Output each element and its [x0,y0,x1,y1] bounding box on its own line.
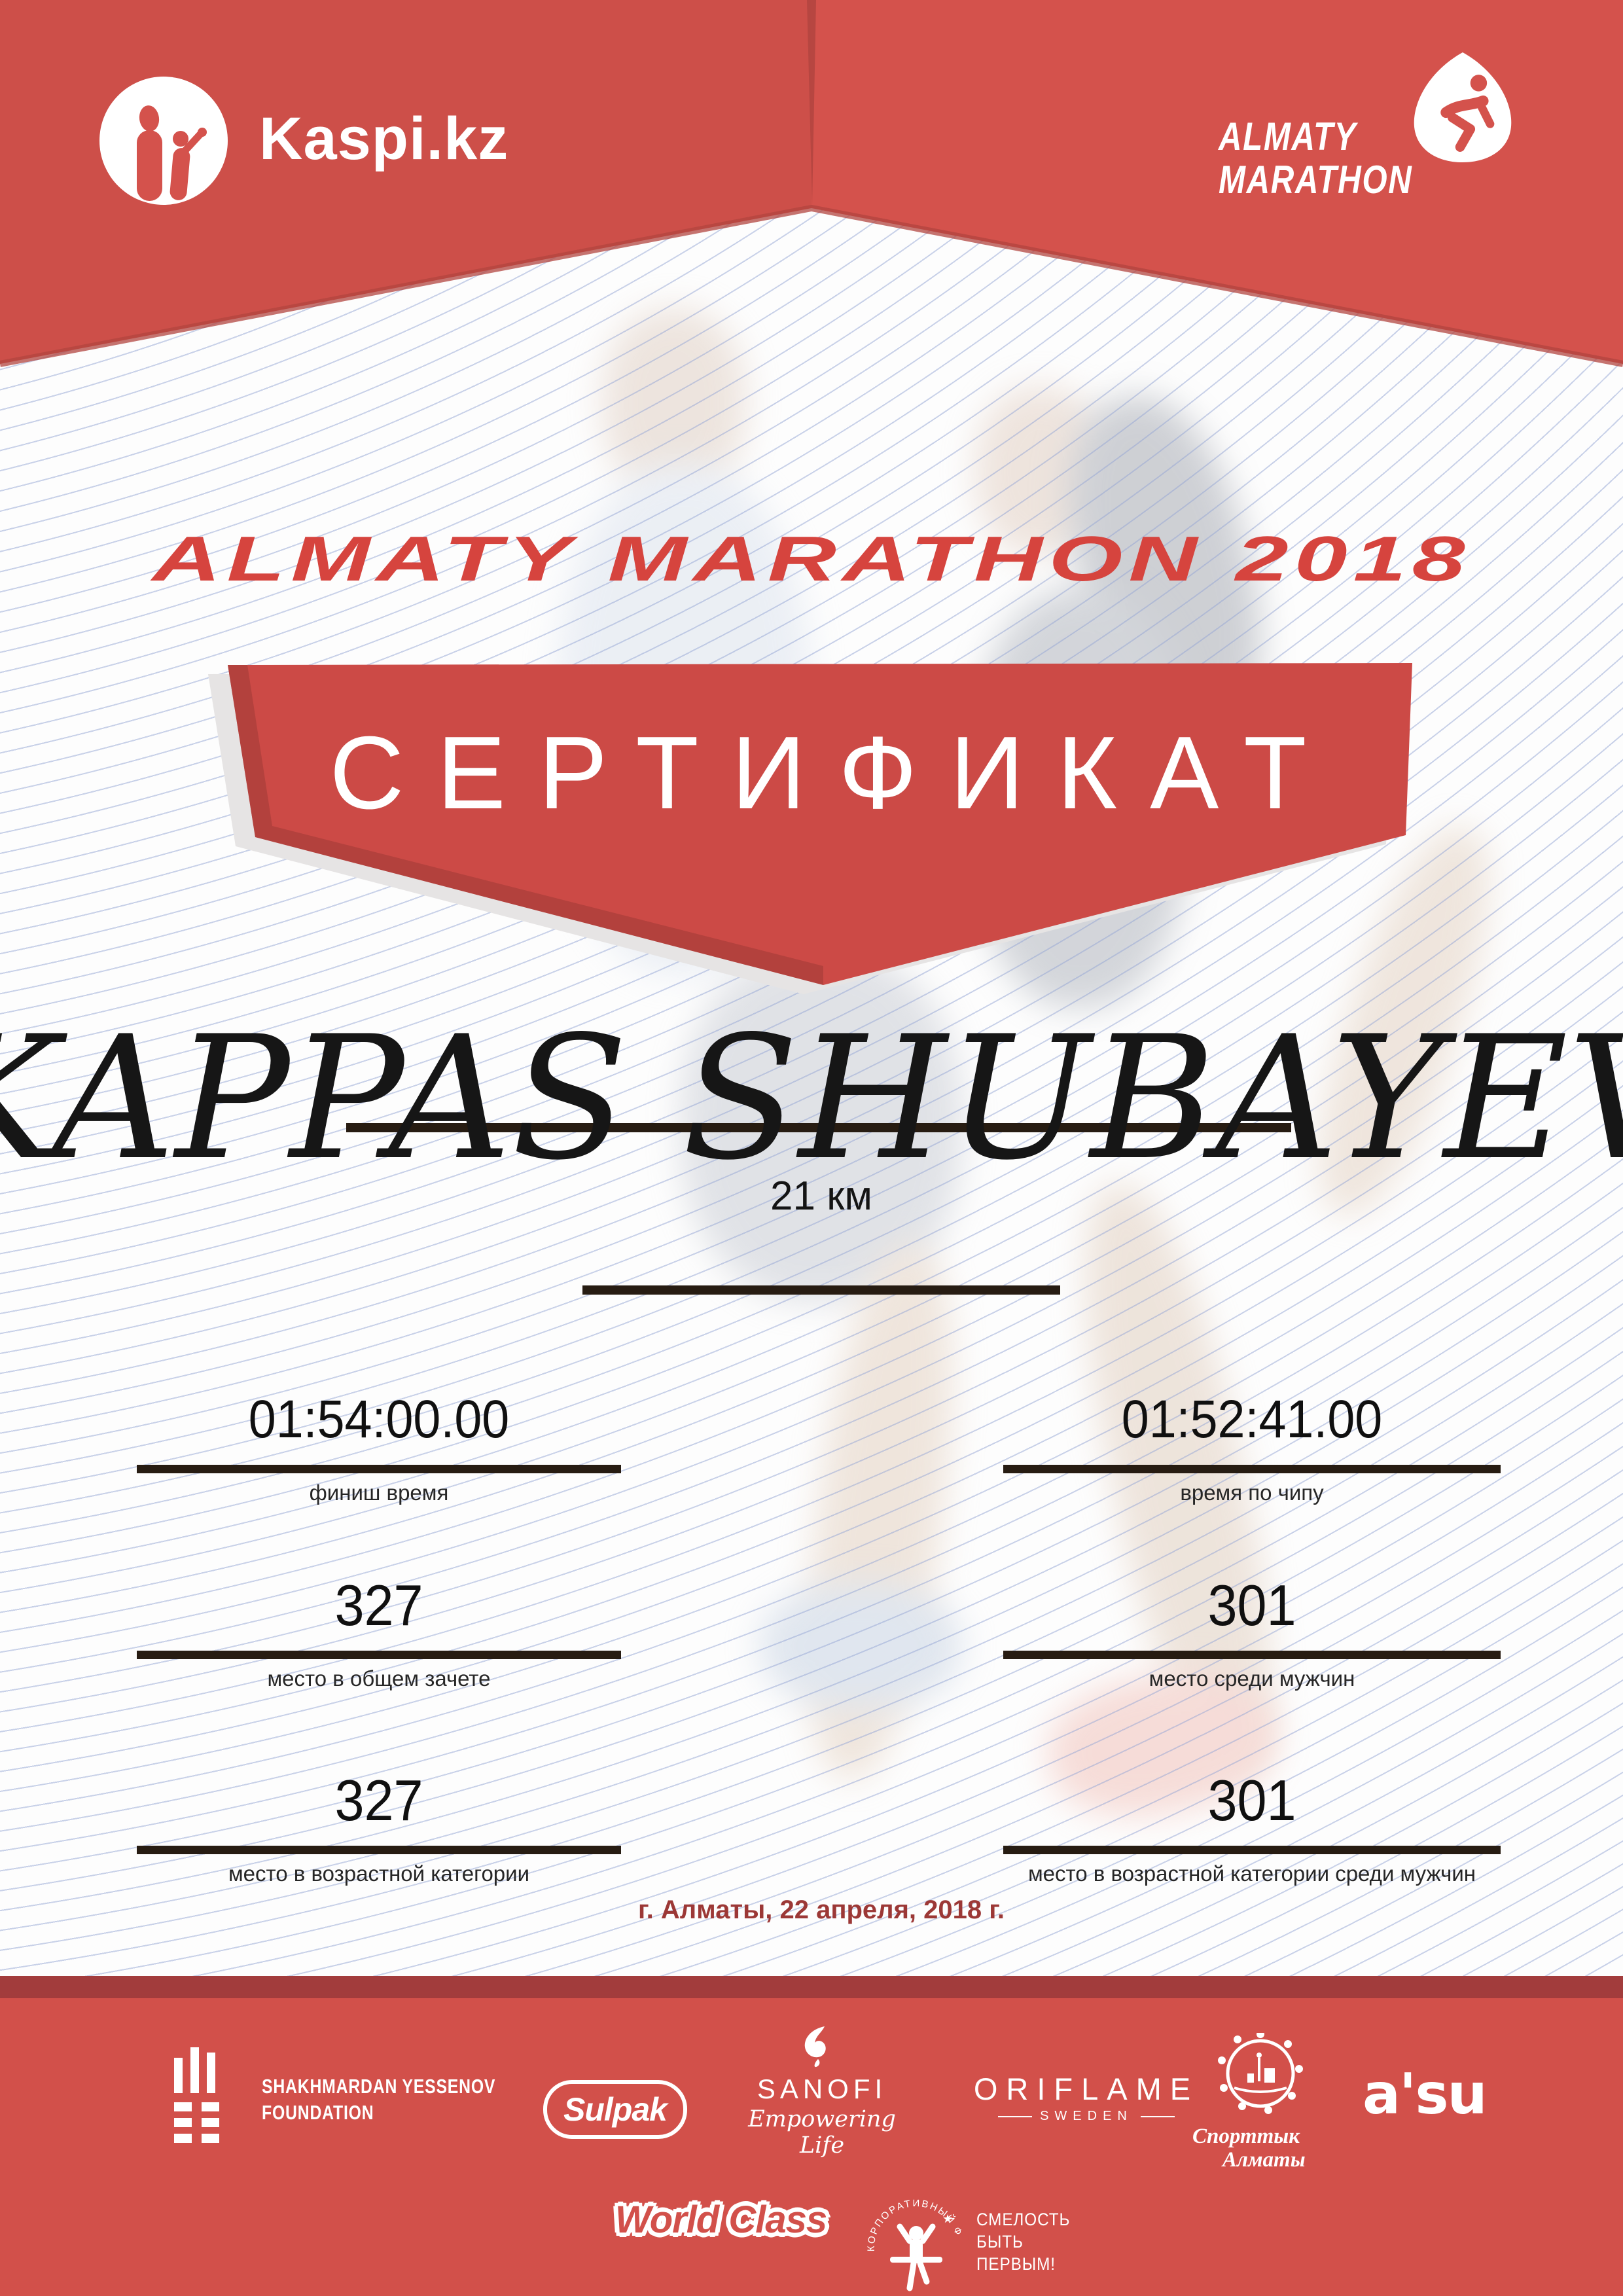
event-title: ALMATY MARATHON 2018 [152,523,1471,594]
yessenov-foundation-logo: SHAKHMARDAN YESSENOV FOUNDATION [262,2073,495,2126]
header-band [0,0,1623,367]
kaspi-wordmark: Kaspi.kz [259,105,509,172]
footer-dark-strip [0,1976,1623,1998]
oriflame-sweden: SWEDEN [1040,2109,1133,2123]
age-male-place-label: место в возрастной категории среди мужчи… [1027,1861,1476,1886]
runner-finish-icon: КОРПОРАТИВНЫЙ ФОНД ★ [864,2186,963,2291]
fund-slogan: СМЕЛОСТЬ БЫТЬ ПЕРВЫМ! [976,2208,1070,2275]
fund-star: ★ [942,2212,953,2225]
oriflame-line-right [1140,2115,1175,2117]
oriflame-name: ORIFLAME [973,2072,1200,2106]
finish-time-label: финиш время [309,1480,449,1505]
fund-slogan-line2: БЫТЬ [976,2232,1024,2251]
chip-time-label: время по чипу [1180,1480,1324,1505]
asu-logo: a'su [1363,2062,1488,2127]
worldclass-logo: World Class [615,2198,827,2241]
marathon-wordmark-line2: MARATHON [1219,158,1413,202]
fund-slogan-line1: СМЕЛОСТЬ [976,2210,1071,2229]
age-male-place-value: 301 [1207,1768,1296,1833]
male-place-underline [1003,1651,1501,1659]
chip-time-underline [1003,1465,1501,1473]
sanofi-bird-icon [804,2026,826,2068]
runner-egg-icon [1414,52,1512,163]
city-emblem-icon [1218,2033,1303,2114]
marathon-wordmark: ALMATY MARATHON [1219,115,1412,202]
age-place-label: место в возрастной категории [228,1861,530,1886]
age-male-place-underline [1003,1846,1501,1854]
recipient-name: KAPPAS SHUBAYEV [0,1000,1623,1198]
oriflame-subtitle: SWEDEN [969,2109,1204,2124]
age-place-underline [137,1846,621,1854]
overall-place-label: место в общем зачете [267,1666,491,1691]
marathon-wordmark-line1: ALMATY [1219,115,1357,158]
sanofi-name: SANOFI [757,2073,887,2104]
finish-time-value: 01:54:00.00 [248,1390,510,1449]
age-place-value: 327 [334,1768,423,1833]
bars-grid-icon [174,2047,226,2143]
date-location-line: г. Алматы, 22 апреля, 2018 г. [638,1895,1005,1924]
overall-place-value: 327 [334,1573,423,1638]
yessenov-line2: FOUNDATION [262,2101,374,2124]
oriflame-line-left [998,2115,1033,2117]
yessenov-line1: SHAKHMARDAN YESSENOV [262,2075,496,2098]
distance-value: 21 км [770,1174,872,1219]
kaspi-family-icon [99,77,228,205]
sporttyk-line1: Спорттык [1192,2125,1300,2148]
male-place-value: 301 [1207,1573,1296,1638]
sulpak-logo: Sulpak [543,2080,687,2139]
finish-time-underline [137,1465,621,1473]
overall-place-underline [137,1651,621,1659]
name-underline [346,1123,1291,1132]
certificate-heading: СЕРТИФИКАТ [329,715,1340,831]
sanofi-tagline: Empowering Life [748,2106,896,2159]
sporttyk-logo-text: Спорттык Алматы [1192,2125,1330,2172]
fund-slogan-line3: ПЕРВЫМ! [976,2254,1056,2274]
chip-time-value: 01:52:41.00 [1121,1390,1383,1449]
sulpak-label: Sulpak [563,2091,668,2128]
distance-underline [582,1285,1060,1295]
certificate-banner [208,663,1412,994]
sporttyk-line2: Алматы [1222,2148,1306,2172]
male-place-label: место среди мужчин [1149,1666,1355,1691]
